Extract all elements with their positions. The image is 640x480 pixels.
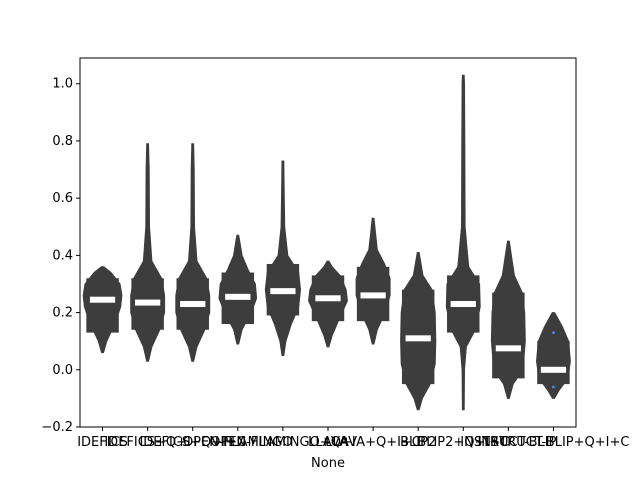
violin-outlier bbox=[552, 385, 555, 389]
y-tick-label: 0.0 bbox=[52, 363, 73, 378]
x-axis: IDEFICSIDEFICS+Q+IIDEFICS+Q+I+COPEN-FLAM… bbox=[77, 427, 629, 450]
violin-group bbox=[82, 74, 571, 411]
y-tick-label: −0.2 bbox=[41, 420, 73, 435]
x-tick-label: OPEN-FLAMINGO+Q+I bbox=[210, 435, 356, 450]
x-axis-title: None bbox=[311, 456, 345, 471]
violin-median bbox=[180, 301, 206, 307]
x-tick-label: OPEN-FLAMINGO bbox=[183, 435, 293, 450]
violin-median bbox=[89, 296, 116, 303]
violin-median bbox=[450, 301, 476, 307]
violin-median bbox=[360, 292, 386, 299]
x-tick-label: INSTRUCT-BLIP+Q+I+C bbox=[477, 435, 629, 450]
x-tick-label: IDEFICS+Q+I bbox=[104, 435, 191, 450]
violin-median bbox=[540, 366, 567, 373]
x-tick-label: IDEFICS bbox=[77, 435, 128, 450]
violin-median bbox=[270, 288, 296, 295]
x-tick-label: BLIP2+Q+I+C bbox=[417, 435, 509, 450]
y-tick-label: 0.8 bbox=[52, 134, 73, 149]
violin-median bbox=[225, 293, 251, 300]
x-tick-label: LLAVA+Q+I+C bbox=[325, 435, 421, 450]
violin-median bbox=[405, 335, 431, 342]
x-tick-label: BLIP2 bbox=[400, 435, 436, 450]
y-tick-label: 0.6 bbox=[52, 191, 73, 206]
violin-iqr-box bbox=[492, 292, 525, 379]
violin-outlier bbox=[552, 331, 555, 335]
violin-median bbox=[315, 295, 341, 302]
y-tick-label: 1.0 bbox=[52, 77, 73, 92]
x-tick-label: INSTRUCT-BLIP bbox=[460, 435, 556, 450]
violin-iqr-box bbox=[86, 278, 119, 333]
x-tick-label: LLAVA bbox=[308, 435, 348, 450]
y-axis: −0.2 0.0 0.2 0.4 0.6 0.8 1.0 bbox=[41, 77, 80, 435]
violin-iqr-box bbox=[537, 341, 570, 385]
y-tick-label: 0.4 bbox=[52, 248, 73, 263]
y-tick-label: 0.2 bbox=[52, 306, 73, 321]
violin-median bbox=[495, 345, 521, 352]
violin-median bbox=[135, 299, 161, 306]
x-tick-label: IDEFICS+Q+I+C bbox=[139, 435, 246, 450]
